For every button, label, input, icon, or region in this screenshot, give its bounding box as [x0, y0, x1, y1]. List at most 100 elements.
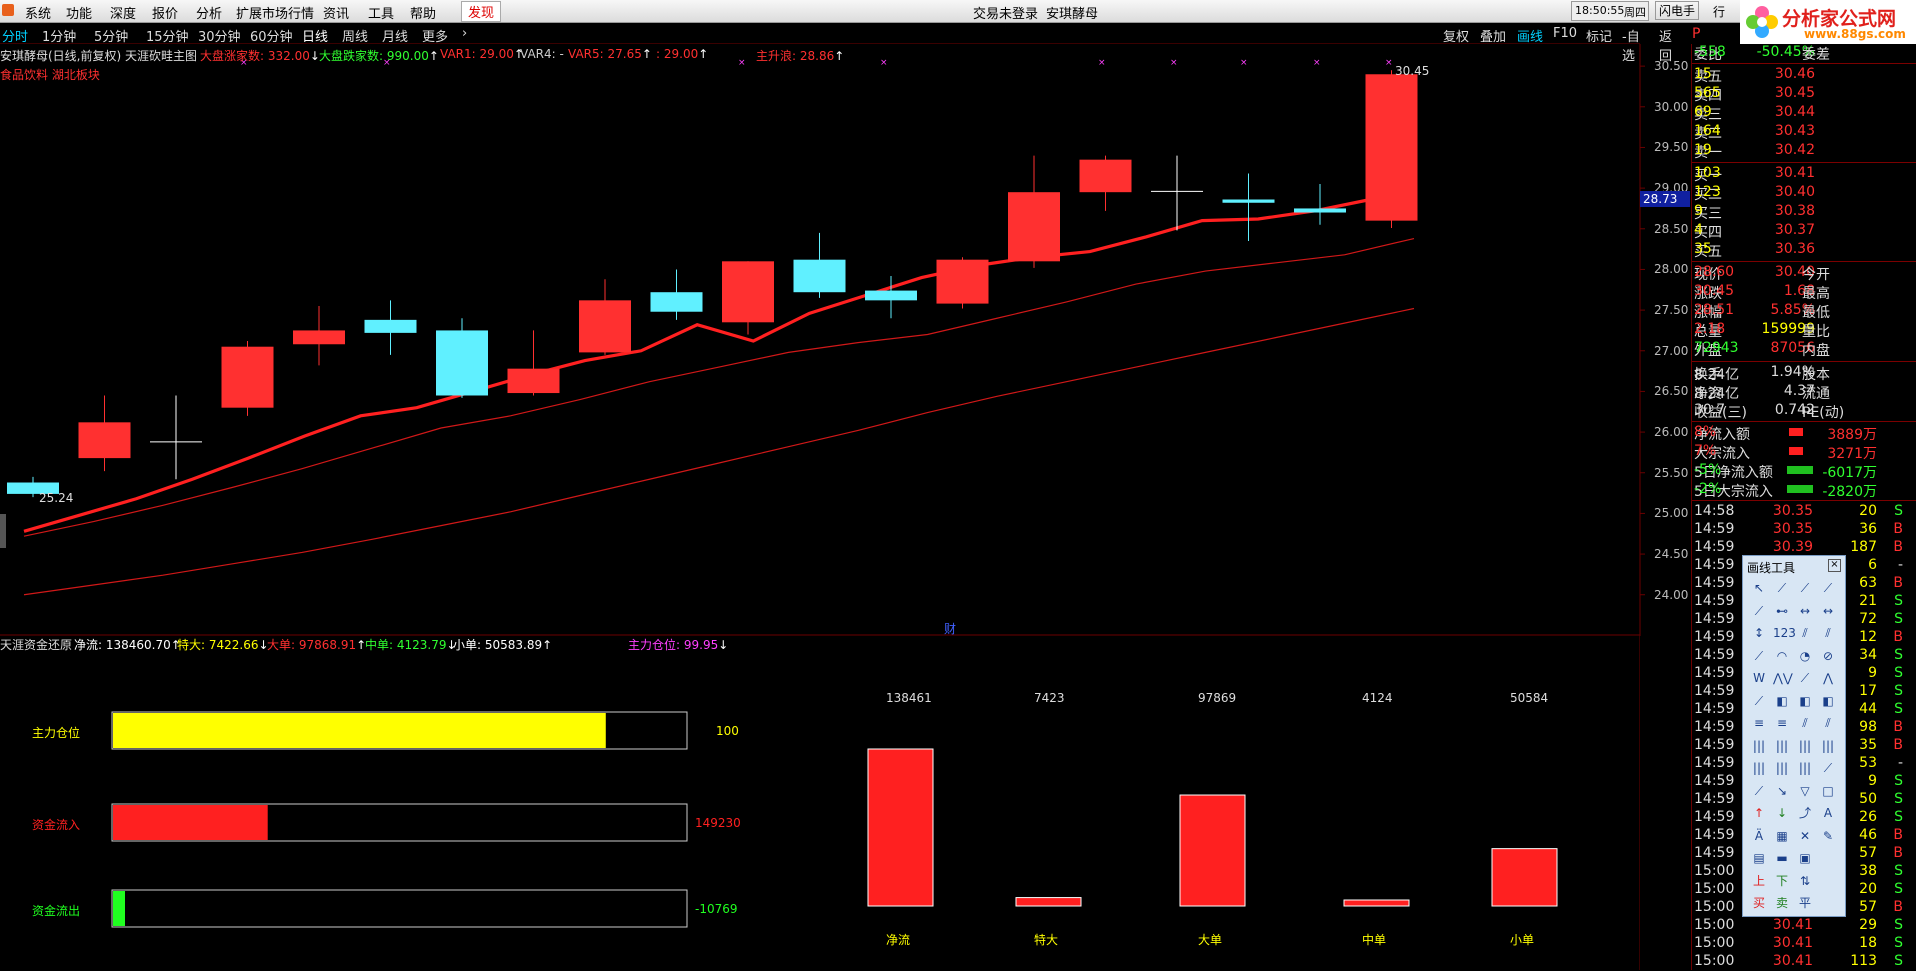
candle-body[interactable] [364, 319, 417, 333]
vbar-1[interactable] [1015, 897, 1082, 907]
draw-tool-icon-47[interactable]: ✎ [1822, 828, 1834, 843]
candle-body[interactable] [1365, 74, 1418, 221]
draw-tool-icon-0[interactable]: ↖ [1753, 581, 1765, 595]
trade-status[interactable]: 交易未登录 [973, 7, 1039, 22]
menu-item-5[interactable]: 扩展市场行情 [236, 7, 315, 22]
candle-body[interactable] [1294, 208, 1346, 213]
draw-tool-icon-7[interactable]: ↔ [1822, 603, 1834, 618]
flash-trade-button[interactable]: 闪电手 [1655, 1, 1700, 20]
draw-tool-icon-33[interactable]: ||| [1775, 761, 1789, 775]
candle-body[interactable] [78, 422, 131, 459]
period-tab-0[interactable]: 分时 [2, 30, 29, 45]
toolbar-button-5[interactable]: -自选 [1622, 30, 1640, 64]
draw-tool-icon-21[interactable]: ◧ [1776, 693, 1788, 708]
draw-tool-icon-30[interactable]: ||| [1798, 738, 1812, 753]
draw-tool-icon-19[interactable]: ⋀ [1823, 671, 1833, 685]
draw-tool-icon-43[interactable]: A [1823, 806, 1833, 820]
draw-tool-icon-53[interactable]: 下 [1775, 873, 1788, 888]
candle-body[interactable] [793, 259, 846, 293]
draw-tool-icon-48[interactable]: ▤ [1753, 851, 1765, 865]
draw-tool-icon-56[interactable]: 买 [1752, 896, 1765, 910]
draw-tool-icon-5[interactable]: ⊷ [1776, 603, 1788, 618]
period-tab-7[interactable]: 周线 [342, 30, 369, 45]
draw-tool-icon-11[interactable]: ⫽ [1825, 626, 1831, 640]
toolbar-button-1[interactable]: 叠加 [1480, 30, 1507, 45]
period-tab-3[interactable]: 15分钟 [146, 30, 189, 45]
trade-button[interactable]: 行 [1713, 5, 1726, 19]
period-tab-8[interactable]: 月线 [382, 30, 409, 45]
main-chart[interactable]: × × × × × × × × × [0, 44, 1690, 636]
finance-marker[interactable]: 财 [944, 622, 957, 636]
vbar-2[interactable] [1179, 794, 1246, 907]
candle-body[interactable] [7, 482, 59, 494]
candle-body[interactable] [1079, 159, 1132, 193]
draw-tool-icon-23[interactable]: ◧ [1822, 693, 1834, 708]
sector-label[interactable]: 食品饮料 湖北板块 [0, 68, 100, 82]
period-tab-5[interactable]: 60分钟 [250, 30, 293, 45]
draw-tool-icon-38[interactable]: ▽ [1800, 783, 1810, 798]
draw-tool-icon-37[interactable]: ↘ [1776, 783, 1788, 798]
draw-tool-close-icon[interactable]: × [1828, 559, 1841, 572]
draw-tool-icon-24[interactable]: ≡ [1753, 716, 1765, 730]
draw-tool-panel[interactable]: 画线工具 × ↖ ⟋ ⟋ ⟋ ⟋ ⊷ ↔ ↔ ↕ 123 ⫽ ⫽ ⟋ ◠ ◔ ⊘ W ⋀⋁ ⟋ ⋀ ⟋ ◧ ◧ ◧ ≡ ≡ ⫽ ⫽ ||… [1742, 555, 1846, 917]
draw-tool-icon-25[interactable]: ≡ [1776, 716, 1788, 730]
toolbar-button-0[interactable]: 复权 [1443, 30, 1470, 45]
draw-tool-icon-35[interactable]: ⟋ [1823, 761, 1833, 775]
toolbar-button-6[interactable]: 返回 [1659, 30, 1673, 64]
draw-tool-icon-28[interactable]: ||| [1752, 738, 1766, 753]
draw-tool-icon-13[interactable]: ◠ [1776, 648, 1788, 663]
draw-tool-icon-2[interactable]: ⟋ [1800, 581, 1810, 595]
candle-body[interactable] [722, 261, 774, 323]
menu-item-6[interactable]: 资讯 [323, 7, 350, 22]
vbar-0[interactable] [867, 748, 934, 907]
draw-tool-icon-36[interactable]: ⟋ [1754, 783, 1764, 798]
draw-tool-icon-51[interactable] [1819, 850, 1837, 866]
draw-tool-icon-57[interactable]: 卖 [1775, 896, 1788, 910]
draw-tool-icon-44[interactable]: Ä [1754, 828, 1764, 843]
candle-body[interactable] [1008, 192, 1060, 262]
draw-tool-icon-58[interactable]: 平 [1798, 896, 1811, 910]
vbar-3[interactable] [1343, 899, 1410, 907]
panel-top-tab[interactable]: P [1692, 26, 1701, 42]
candle-body[interactable] [1222, 199, 1275, 203]
candle-body[interactable] [507, 368, 560, 394]
draw-tool-icon-10[interactable]: ⫽ [1802, 626, 1808, 640]
period-tab-10[interactable]: › [462, 26, 468, 41]
period-tab-4[interactable]: 30分钟 [198, 30, 241, 45]
draw-tool-icon-34[interactable]: ||| [1798, 761, 1812, 775]
draw-tool-icon-29[interactable]: ||| [1775, 738, 1789, 753]
period-tab-2[interactable]: 5分钟 [94, 30, 129, 45]
draw-tool-icon-39[interactable]: □ [1822, 783, 1834, 798]
draw-tool-icon-54[interactable]: ⇅ [1799, 873, 1811, 888]
draw-tool-icon-16[interactable]: W [1753, 671, 1765, 685]
draw-tool-icon-52[interactable]: 上 [1752, 873, 1765, 888]
menu-item-7[interactable]: 工具 [368, 7, 395, 22]
candle-body[interactable] [650, 292, 703, 312]
period-tab-1[interactable]: 1分钟 [42, 30, 77, 45]
draw-tool-icon-3[interactable]: ⟋ [1823, 581, 1833, 595]
menu-item-8[interactable]: 帮助 [410, 7, 437, 22]
draw-tool-icon-31[interactable]: ||| [1821, 738, 1835, 753]
draw-tool-icon-20[interactable]: ⟋ [1754, 693, 1764, 708]
fund-chart[interactable] [0, 636, 1640, 970]
draw-tool-icon-12[interactable]: ⟋ [1754, 648, 1764, 663]
draw-tool-icon-45[interactable]: ▦ [1776, 828, 1788, 843]
menu-item-1[interactable]: 功能 [66, 7, 93, 22]
draw-tool-icon-46[interactable]: ✕ [1799, 828, 1811, 843]
period-tab-6[interactable]: 日线 [302, 30, 329, 45]
candle-body[interactable] [579, 300, 631, 353]
draw-tool-icon-15[interactable]: ⊘ [1822, 648, 1834, 663]
menu-item-3[interactable]: 报价 [152, 7, 179, 22]
draw-tool-icon-42[interactable]: ⤴ [1798, 806, 1811, 820]
candle-body[interactable] [936, 259, 989, 304]
draw-tool-icon-8[interactable]: ↕ [1753, 626, 1765, 640]
draw-tool-icon-49[interactable]: ▬ [1776, 851, 1788, 865]
draw-tool-icon-32[interactable]: ||| [1752, 761, 1766, 775]
draw-tool-icon-26[interactable]: ⫽ [1802, 716, 1808, 730]
draw-tool-icon-59[interactable] [1819, 895, 1837, 911]
scroll-handle[interactable] [0, 514, 6, 548]
draw-tool-icon-22[interactable]: ◧ [1799, 693, 1811, 708]
draw-tool-icon-40[interactable]: ↑ [1753, 806, 1765, 820]
draw-tool-icon-55[interactable] [1819, 873, 1837, 889]
period-tab-9[interactable]: 更多 [422, 30, 449, 45]
